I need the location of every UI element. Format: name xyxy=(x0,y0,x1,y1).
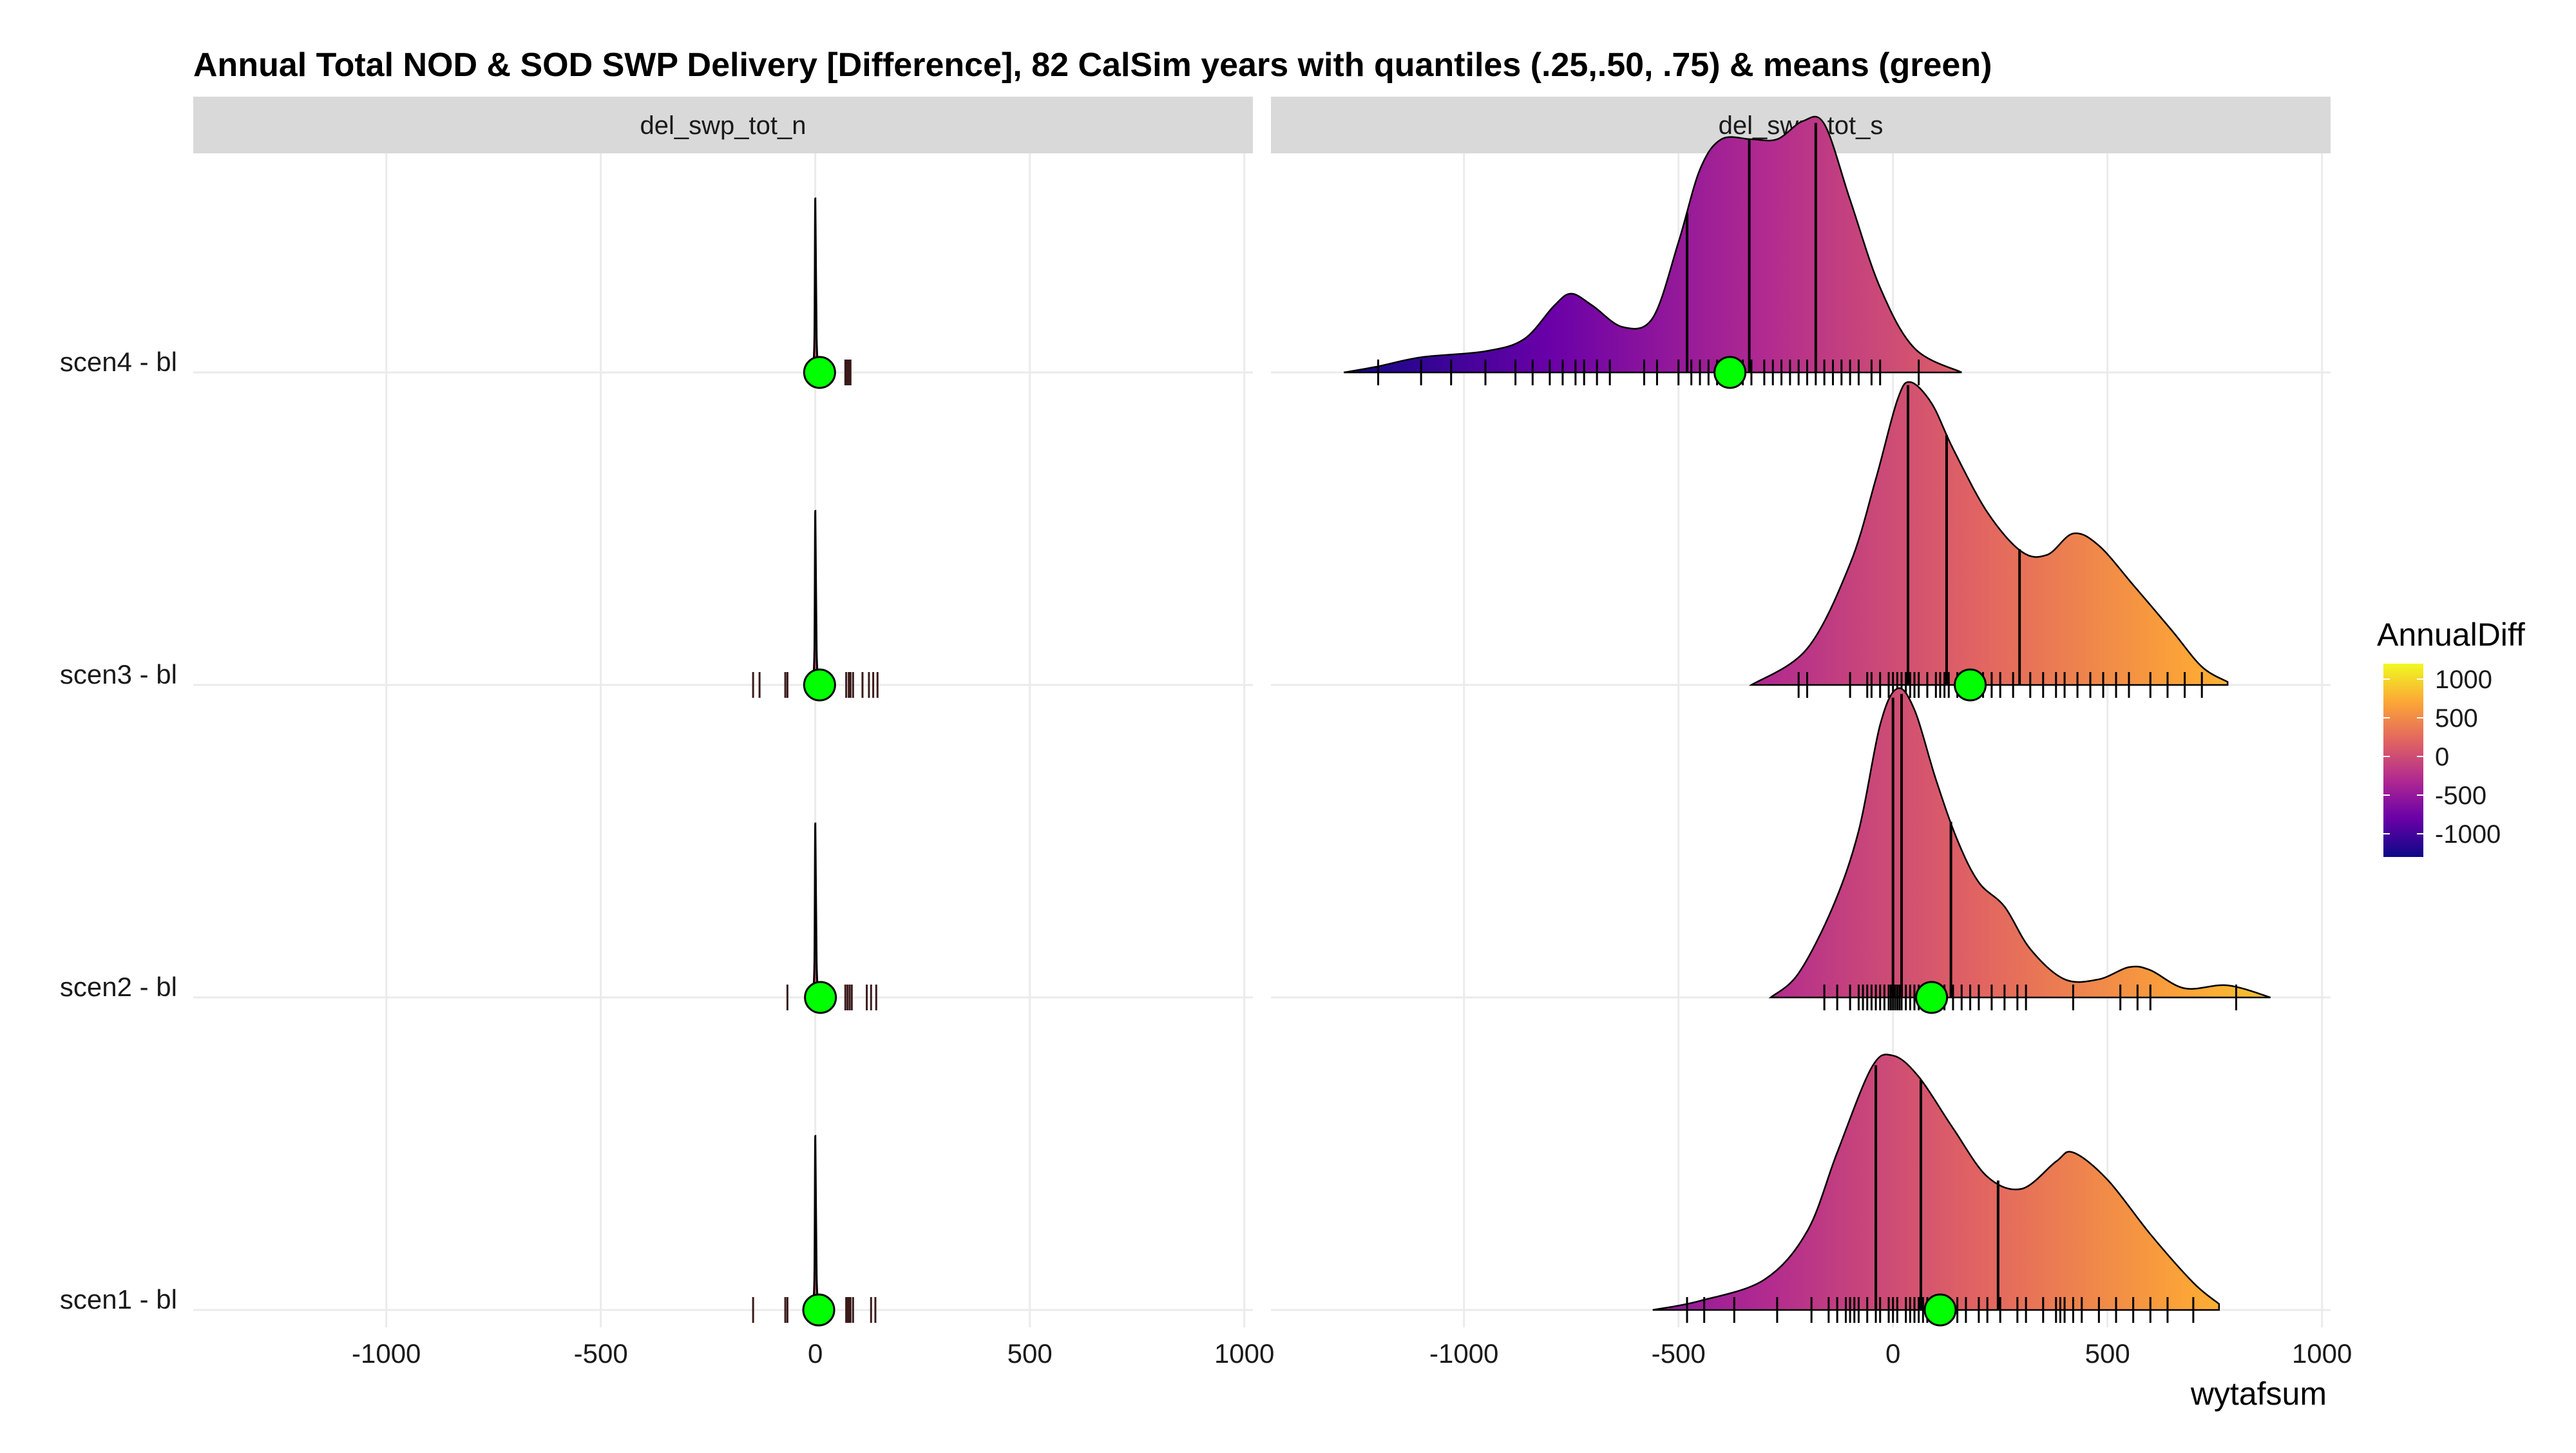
ridge-series-scen1-bl xyxy=(1652,1054,2220,1327)
y-tick-label: scen1 - bl xyxy=(60,1284,177,1314)
x-tick-label: 500 xyxy=(1007,1338,1053,1369)
ridge-series-scen4-bl xyxy=(803,197,852,389)
density-ridge xyxy=(812,510,820,686)
x-tick-label: 0 xyxy=(1885,1338,1900,1369)
ridge-series-scen4-bl xyxy=(1344,115,1962,389)
legend: AnnualDiff 1000 500 0 -500 -1000 xyxy=(2377,617,2525,857)
mean-point xyxy=(1923,1293,1957,1327)
legend-tick-label: -500 xyxy=(2435,782,2486,810)
x-tick-label: -500 xyxy=(574,1338,628,1369)
mean-point xyxy=(803,356,836,389)
ridge-series-scen3-bl xyxy=(752,510,879,702)
mean-point xyxy=(1954,668,1987,702)
x-tick-label: 1000 xyxy=(2292,1338,2352,1369)
x-tick-label: 500 xyxy=(2085,1338,2130,1369)
density-ridge xyxy=(1768,687,2271,999)
y-tick-label: scen3 - bl xyxy=(60,659,177,689)
legend-tick-label: 1000 xyxy=(2435,666,2492,694)
density-ridge xyxy=(812,197,820,374)
x-tick-label: 1000 xyxy=(1214,1338,1274,1369)
density-ridge xyxy=(812,1135,820,1311)
legend-tick-label: -1000 xyxy=(2435,820,2501,849)
x-tick-label: 0 xyxy=(808,1338,823,1369)
x-tick-label: -1000 xyxy=(1429,1338,1498,1369)
density-ridge xyxy=(1748,381,2229,686)
y-tick-label: scen4 - bl xyxy=(60,347,177,377)
legend-tick-label: 500 xyxy=(2435,704,2478,733)
mean-point xyxy=(803,668,836,702)
mean-point xyxy=(804,981,837,1014)
colorbar xyxy=(2383,664,2423,857)
y-tick-label: scen2 - bl xyxy=(60,972,177,1002)
ridge-series-scen2-bl xyxy=(1768,687,2271,1014)
y-axis: scen1 - bl scen2 - bl scen3 - bl scen4 - bl xyxy=(60,347,177,1314)
density-ridge xyxy=(812,822,820,999)
facet-strip-label: del_swp_tot_n xyxy=(640,111,806,140)
facet-strip xyxy=(193,97,1253,153)
density-ridge xyxy=(1344,115,1962,374)
legend-tick-label: 0 xyxy=(2435,743,2449,771)
density-ridge xyxy=(1652,1054,2220,1311)
ridge-series-scen2-bl xyxy=(786,822,877,1014)
mean-point xyxy=(1915,981,1949,1014)
x-tick-label: -500 xyxy=(1652,1338,1706,1369)
legend-title: AnnualDiff xyxy=(2377,617,2525,653)
ridge-series-scen1-bl xyxy=(752,1135,877,1327)
mean-point xyxy=(802,1293,835,1327)
mean-point xyxy=(1713,356,1747,389)
facet-panel-del_swp_tot_n: del_swp_tot_n -1000 -500 0 500 1000 xyxy=(193,97,1274,1369)
x-axis-title: wytafsum xyxy=(2190,1376,2327,1412)
ridge-series-scen3-bl xyxy=(1748,381,2229,702)
chart-title: Annual Total NOD & SOD SWP Delivery [Dif… xyxy=(193,46,1992,84)
panels-layer: del_swp_tot_n-1000-50005001000del_swp_to… xyxy=(193,97,2352,1369)
x-tick-label: -1000 xyxy=(352,1338,421,1369)
